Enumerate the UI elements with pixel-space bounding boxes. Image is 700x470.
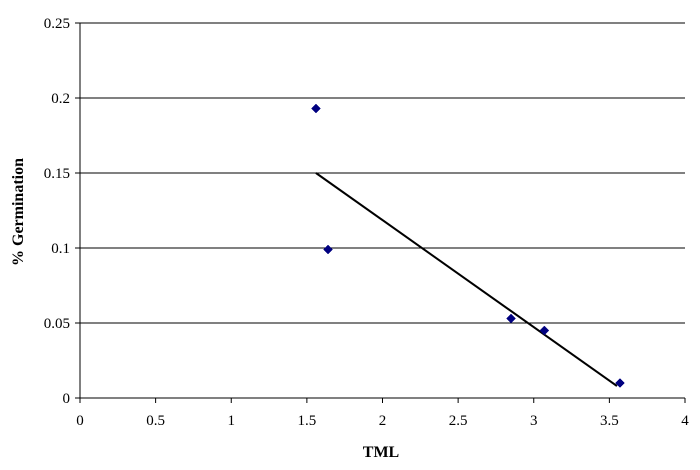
x-tick-label-3: 1.5 [298, 413, 317, 429]
data-point-0-3 [539, 325, 550, 336]
x-tick-label-0: 0 [76, 413, 84, 429]
x-axis-ticks: 0 0.5 1 1.5 2 2.5 3 3.5 4 [76, 398, 689, 429]
y-tick-label-0: 0 [63, 391, 71, 407]
data-point-0-2 [506, 313, 516, 324]
x-tick-label-6: 3 [530, 413, 538, 429]
x-tick-label-2: 1 [228, 413, 236, 429]
y-tick-label-1: 0.05 [44, 316, 70, 332]
x-tick-label-8: 4 [681, 413, 689, 429]
data-point-0-4 [615, 378, 625, 388]
y-tick-label-3: 0.15 [44, 166, 70, 182]
plot-frame [79, 23, 685, 399]
data-points [311, 103, 625, 388]
y-tick-label-2: 0.1 [51, 241, 70, 257]
x-tick-label-7: 3.5 [600, 413, 619, 429]
x-tick-label-5: 2.5 [449, 413, 468, 429]
x-axis-title: TML [363, 444, 399, 461]
y-tick-label-4: 0.2 [51, 91, 70, 107]
gridlines [80, 22, 685, 324]
y-axis-title: % Germination [10, 158, 27, 266]
data-point-0-0 [311, 103, 321, 114]
x-tick-label-4: 2 [379, 413, 387, 429]
y-tick-label-5: 0.25 [44, 16, 70, 32]
trendline [315, 172, 618, 387]
y-axis-ticks: 0 0.05 0.1 0.15 0.2 0.25 [44, 16, 80, 407]
x-tick-label-1: 0.5 [146, 413, 165, 429]
data-point-0-1 [323, 244, 333, 255]
trendline-layer [315, 172, 618, 387]
